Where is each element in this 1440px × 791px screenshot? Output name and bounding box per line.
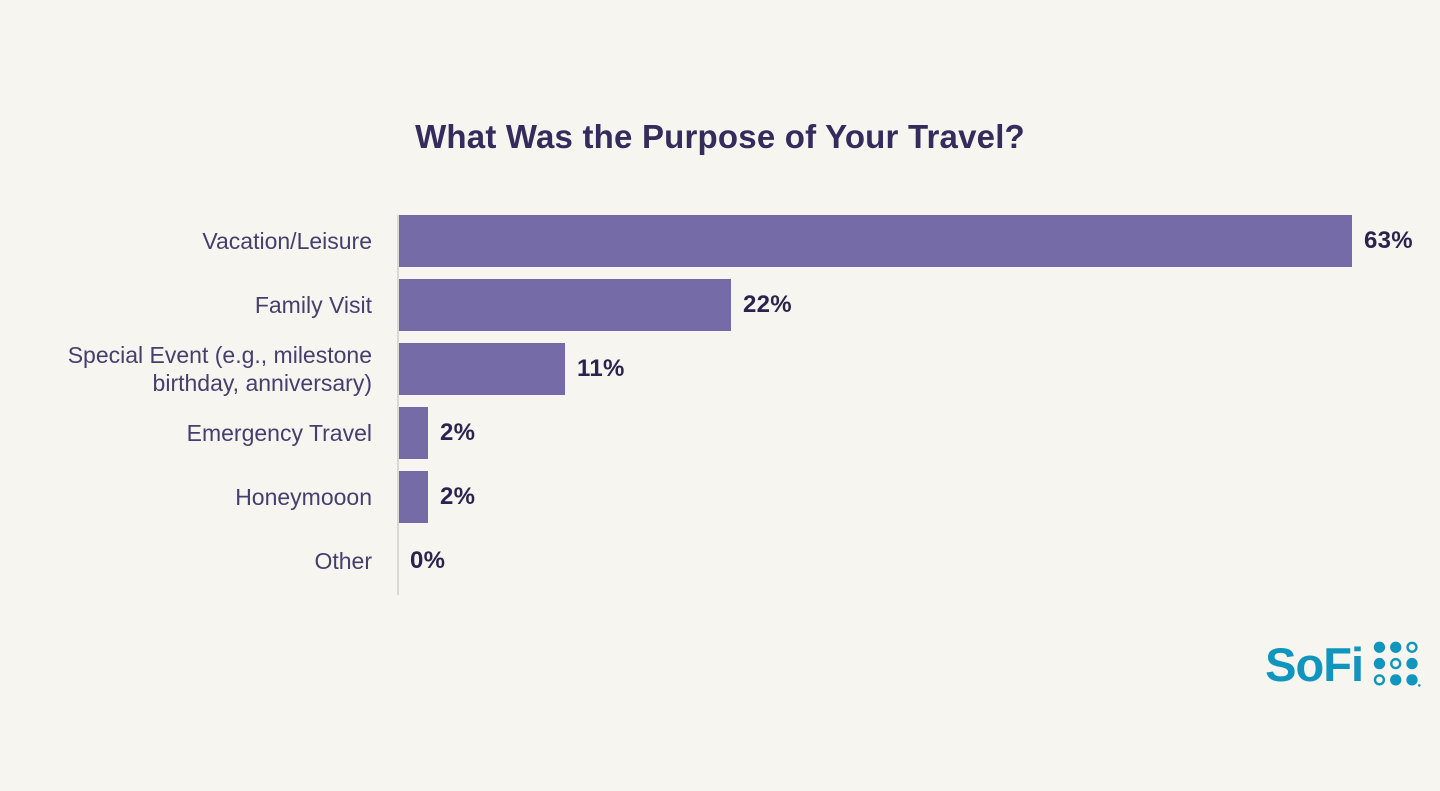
bar-row: Honeymooon 2% (0, 471, 1440, 523)
value-label: 63% (1364, 227, 1413, 254)
category-label: Vacation/Leisure (202, 227, 372, 254)
bar (398, 471, 428, 523)
value-label: 2% (440, 419, 476, 446)
bar-area: 22% (385, 279, 1440, 331)
bar (398, 343, 565, 395)
bar-row: Vacation/Leisure 63% (0, 215, 1440, 267)
bar-area: 0% (385, 535, 1440, 587)
category-label: Special Event (e.g., milestone birthday,… (67, 341, 372, 396)
bar-row: Other 0% (0, 535, 1440, 587)
category-label: Other (314, 547, 372, 574)
bar-row: Family Visit 22% (0, 279, 1440, 331)
registered-mark-dot (1418, 684, 1421, 687)
category-label: Family Visit (254, 291, 372, 318)
category-label: Emergency Travel (186, 419, 372, 446)
bar-row: Special Event (e.g., milestone birthday,… (0, 341, 1440, 396)
bar-rows: Vacation/Leisure 63% Family Visit 22% Sp… (0, 215, 1440, 587)
bar-row: Emergency Travel 2% (0, 407, 1440, 459)
value-label: 2% (440, 483, 476, 510)
bar-area: 11% (385, 343, 1440, 395)
value-label: 22% (743, 291, 792, 318)
sofi-logo: SoFi (1265, 640, 1421, 688)
bar-area: 2% (385, 471, 1440, 523)
bar-chart: Vacation/Leisure 63% Family Visit 22% Sp… (0, 215, 1440, 599)
sofi-dot-grid-icon (1373, 641, 1421, 687)
bar (398, 407, 428, 459)
bar (398, 215, 1352, 267)
value-label: 11% (577, 355, 625, 382)
bar (398, 279, 731, 331)
bar-area: 63% (385, 215, 1440, 267)
value-label: 0% (410, 547, 446, 574)
category-label: Honeymooon (235, 483, 372, 510)
bar-area: 2% (385, 407, 1440, 459)
y-axis-line (397, 215, 399, 595)
sofi-logo-text: SoFi (1265, 637, 1364, 691)
chart-title: What Was the Purpose of Your Travel? (415, 118, 1025, 155)
